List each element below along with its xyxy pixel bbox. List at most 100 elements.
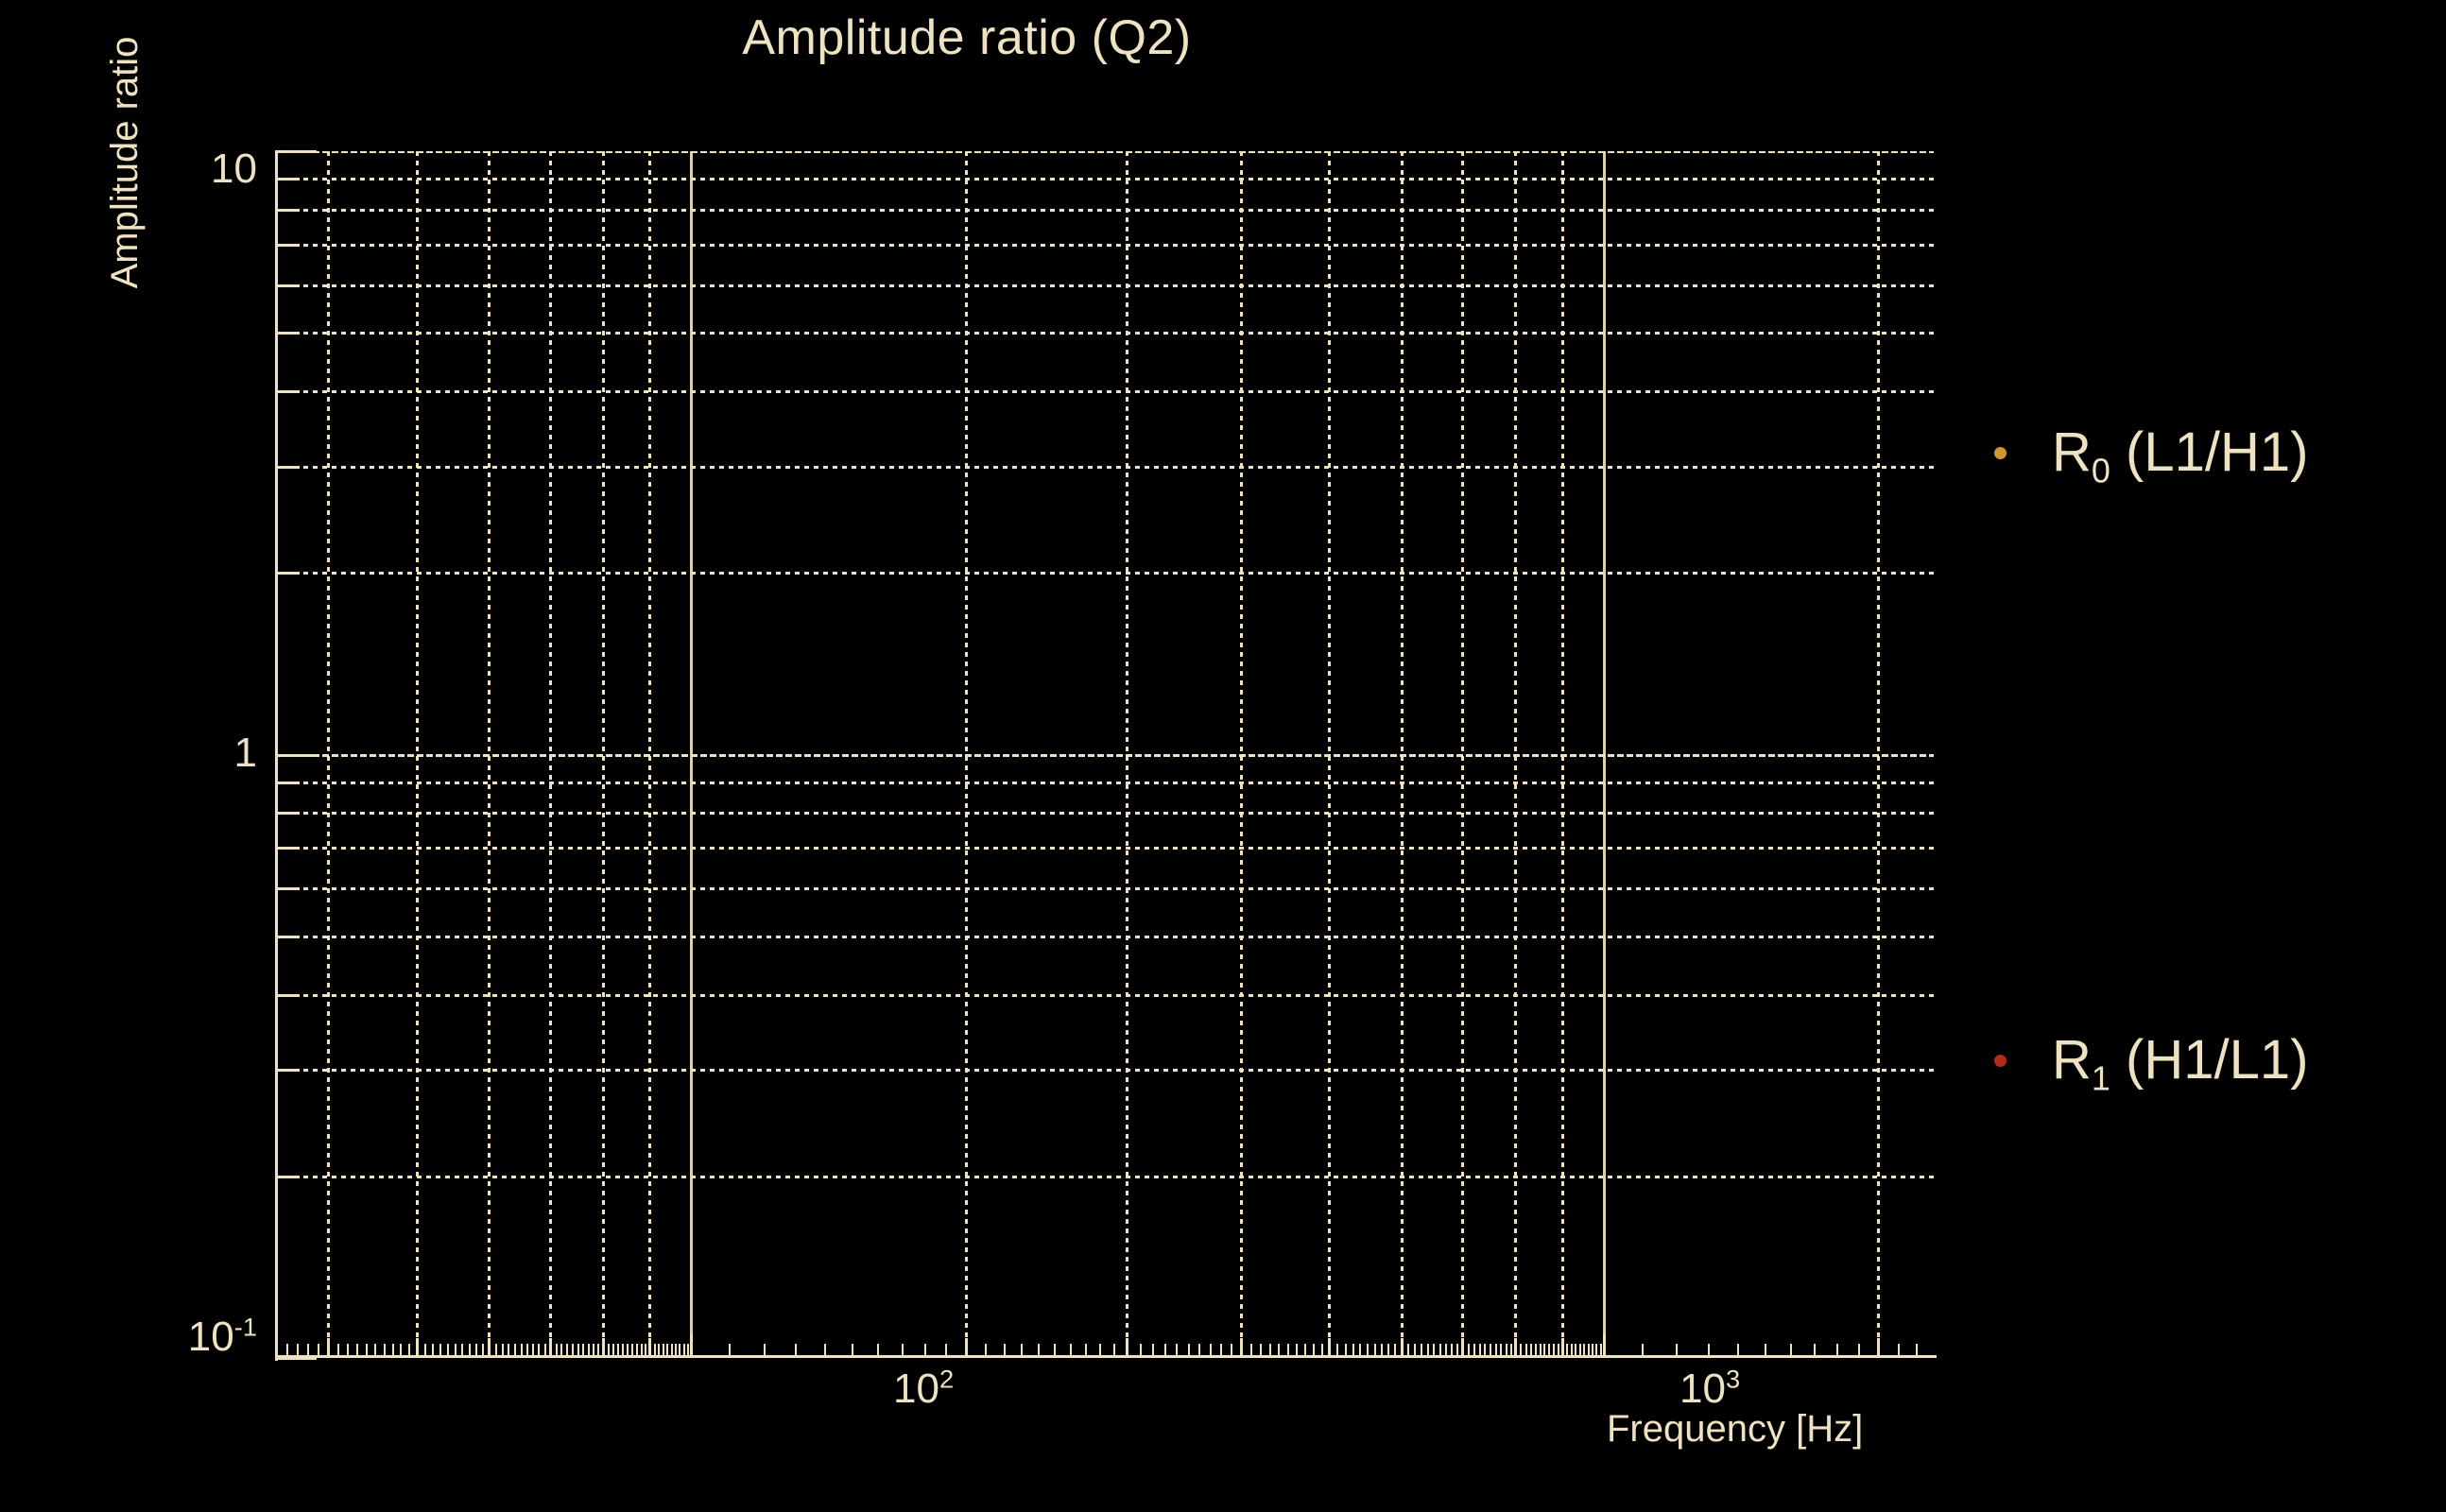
legend-entry-0[interactable]: R0 (L1/H1) (1994, 425, 2308, 488)
gridline-x-minor (1125, 151, 1128, 1358)
x-tick-subminor (1583, 1344, 1586, 1355)
x-tick-subminor (423, 1344, 426, 1355)
gridline-x-minor (1239, 151, 1243, 1358)
x-tick-subminor (666, 1344, 669, 1355)
x-tick-subminor (1509, 1344, 1512, 1355)
y-tick-minor (275, 812, 300, 816)
x-tick-subminor (1570, 1344, 1573, 1355)
x-tick-label-100: 102 (893, 1364, 955, 1412)
x-tick-subminor (658, 1344, 661, 1355)
x-tick-subminor (1836, 1344, 1839, 1355)
x-tick-subminor (1003, 1344, 1006, 1355)
legend: R0 (L1/H1) R1 (H1/L1) (1994, 0, 2438, 1512)
x-tick-subminor (1578, 1344, 1581, 1355)
legend-entry-1[interactable]: R1 (H1/L1) (1994, 1033, 2308, 1095)
x-tick-subminor (612, 1344, 614, 1355)
x-tick-subminor (1878, 1344, 1881, 1355)
gridline-x-minor (326, 151, 330, 1358)
x-tick-subminor (649, 1344, 652, 1355)
x-tick-subminor (635, 1344, 638, 1355)
x-tick-subminor (408, 1344, 411, 1355)
gridline-x-minor (1560, 151, 1564, 1358)
gridline-y-minor (275, 781, 1934, 784)
x-tick-subminor (275, 1344, 277, 1355)
x-tick-subminor (1344, 1344, 1347, 1355)
y-tick-major (275, 1357, 317, 1360)
gridline-x-minor (1328, 151, 1332, 1358)
x-tick-subminor (763, 1344, 766, 1355)
x-tick-subminor (1407, 1344, 1410, 1355)
x-tick-subminor (1414, 1344, 1417, 1355)
x-tick-subminor (645, 1344, 647, 1355)
x-tick-subminor (1438, 1344, 1441, 1355)
x-tick-subminor (494, 1344, 497, 1355)
x-tick-subminor (1054, 1344, 1057, 1355)
x-tick-subminor (1599, 1344, 1602, 1355)
x-tick-subminor (337, 1344, 340, 1355)
x-tick-subminor (400, 1344, 403, 1355)
gridline-x-minor (648, 151, 652, 1358)
legend-marker-icon-series-1 (1994, 1054, 2007, 1067)
x-tick-subminor (795, 1344, 798, 1355)
x-tick-subminor (1456, 1344, 1459, 1355)
x-tick-subminor (1220, 1344, 1222, 1355)
y-tick-minor (275, 243, 300, 247)
x-tick-subminor (1240, 1344, 1243, 1355)
gridline-x-minor (1461, 151, 1465, 1358)
x-tick-subminor (1561, 1344, 1564, 1355)
x-tick-subminor (1916, 1344, 1919, 1355)
x-tick-subminor (617, 1344, 620, 1355)
x-tick-subminor (1268, 1344, 1271, 1355)
x-tick-subminor (1139, 1344, 1142, 1355)
x-tick-subminor (1764, 1344, 1766, 1355)
x-tick-subminor (1038, 1344, 1041, 1355)
x-tick-subminor (1468, 1344, 1471, 1355)
x-tick-subminor (1553, 1344, 1556, 1355)
y-tick-minor (275, 178, 300, 181)
x-tick-subminor (627, 1344, 629, 1355)
x-tick-subminor (468, 1344, 471, 1355)
x-tick-subminor (520, 1344, 523, 1355)
x-tick-subminor (549, 1344, 552, 1355)
x-tick-subminor (877, 1344, 880, 1355)
gridline-x-minor (488, 151, 491, 1358)
x-tick-subminor (1286, 1344, 1289, 1355)
y-tick-minor (275, 781, 300, 784)
x-tick-subminor (560, 1344, 563, 1355)
x-tick-subminor (1198, 1344, 1201, 1355)
x-tick-subminor (607, 1344, 610, 1355)
x-tick-subminor (675, 1344, 678, 1355)
x-tick-subminor (1352, 1344, 1354, 1355)
chart-title: Amplitude ratio (Q2) (742, 10, 1192, 65)
x-tick-label-1000: 103 (1679, 1364, 1741, 1412)
x-tick-subminor (1575, 1344, 1577, 1355)
x-tick-subminor (1539, 1344, 1542, 1355)
x-tick-subminor (1163, 1344, 1166, 1355)
x-tick-subminor (1857, 1344, 1860, 1355)
x-tick-subminor (1112, 1344, 1115, 1355)
gridline-y-minor (275, 1175, 1934, 1178)
x-tick-subminor (1187, 1344, 1190, 1355)
x-tick-subminor (1603, 1344, 1606, 1355)
x-tick-subminor (640, 1344, 643, 1355)
gridline-x-minor (415, 151, 419, 1358)
y-tick-minor (275, 935, 300, 938)
y-tick-minor (275, 465, 300, 469)
x-tick-subminor (1312, 1344, 1315, 1355)
x-tick-subminor (1381, 1344, 1384, 1355)
x-axis-title: Frequency [Hz] (1607, 1408, 1864, 1450)
gridline-y-minor (275, 847, 1934, 850)
gridline-x-minor (1877, 151, 1881, 1358)
x-tick-subminor (318, 1344, 320, 1355)
x-tick-subminor (679, 1344, 681, 1355)
x-tick-subminor (1069, 1344, 1072, 1355)
x-tick-subminor (985, 1344, 988, 1355)
x-tick-subminor (383, 1344, 386, 1355)
x-tick-subminor (1494, 1344, 1497, 1355)
x-tick-subminor (1420, 1344, 1422, 1355)
gridline-y-major (275, 151, 1934, 153)
x-tick-subminor (577, 1344, 579, 1355)
x-tick-subminor (356, 1344, 359, 1355)
y-tick-label-0.1: 10-1 (187, 1312, 257, 1360)
